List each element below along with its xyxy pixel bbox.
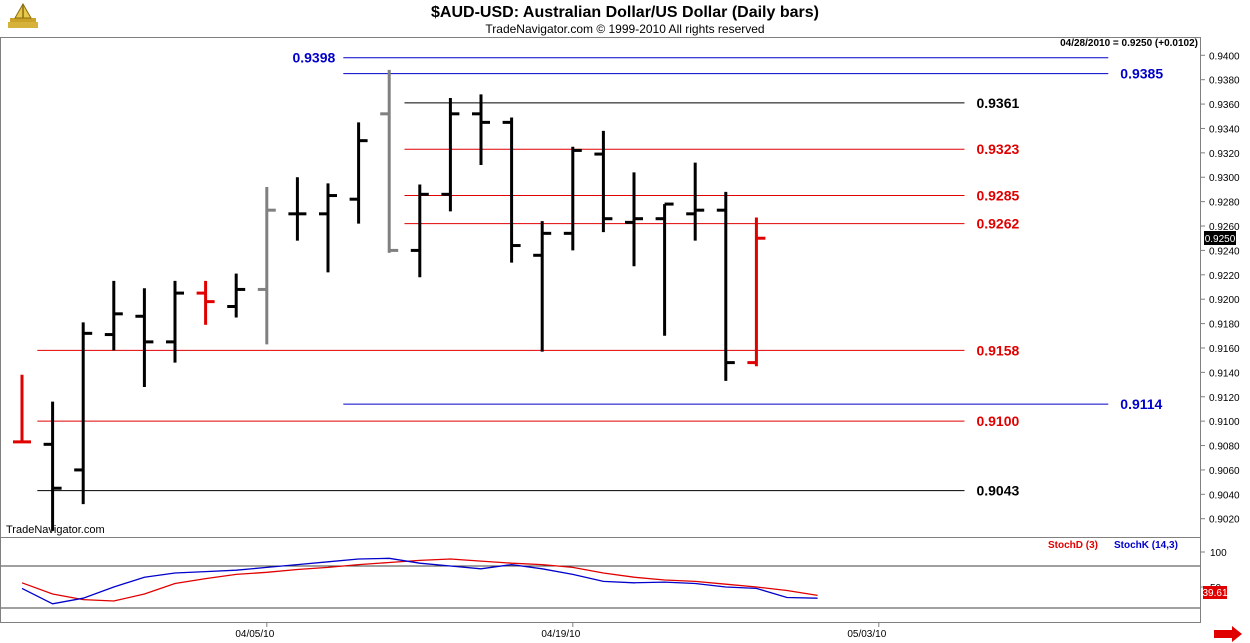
ohlc-bar (13, 374, 31, 444)
price-tick-label: 0.9140 (1209, 368, 1240, 379)
level-label: 0.9262 (976, 216, 1019, 232)
ohlc-bar (747, 217, 766, 367)
ohlc-bar (625, 172, 643, 267)
ohlc-bar (135, 288, 154, 387)
level-label: 0.9398 (292, 50, 335, 66)
price-tick-label: 0.9180 (1209, 320, 1240, 331)
price-tick-label: 0.9320 (1209, 149, 1240, 160)
copyright-subtitle: TradeNavigator.com © 1999-2010 All right… (485, 22, 764, 36)
ohlc-bar (196, 280, 215, 325)
ohlc-bar (563, 146, 582, 251)
stoch-tick-label: 100 (1210, 548, 1227, 559)
date-tick-label: 05/03/10 (847, 629, 886, 640)
ohlc-bar (257, 187, 276, 345)
ohlc-bar (319, 183, 337, 273)
ohlc-bar (533, 221, 552, 352)
price-tick-label: 0.9340 (1209, 124, 1240, 135)
ohlc-bar (380, 69, 399, 253)
watermark: TradeNavigator.com (6, 524, 105, 536)
ohlc-bar (74, 322, 93, 505)
price-tick-label: 0.9120 (1209, 393, 1240, 404)
price-tick-label: 0.9400 (1209, 51, 1240, 62)
level-label: 0.9323 (976, 141, 1019, 157)
price-tick-label: 0.9160 (1209, 344, 1240, 355)
ohlc-bar (655, 202, 674, 336)
price-tick-label: 0.9360 (1209, 100, 1240, 111)
ohlc-bar (166, 280, 184, 363)
price-tick-label: 0.9280 (1209, 198, 1240, 209)
ohlc-bar (716, 191, 735, 381)
ohlc-bar (104, 280, 123, 351)
price-tick-label: 0.9380 (1209, 76, 1240, 87)
last-price-label: 0.9250 (1205, 234, 1236, 245)
price-panel (0, 37, 1201, 538)
stoch-line (21, 558, 818, 602)
stoch-line (21, 557, 818, 605)
ohlc-bar (472, 94, 490, 166)
stoch-k-legend: StochK (14,3) (1114, 540, 1178, 551)
last-quote: 04/28/2010 = 0.9250 (+0.0102) (1060, 38, 1198, 49)
ohlc-bar (594, 130, 613, 233)
stoch-value-label: 39.61 (1202, 588, 1227, 599)
scroll-right-arrow-icon[interactable] (1214, 626, 1242, 642)
level-label: 0.9100 (976, 413, 1019, 429)
level-label: 0.9361 (976, 95, 1019, 111)
ohlc-bar (502, 117, 521, 263)
ohlc-bar (227, 273, 246, 318)
price-tick-label: 0.9300 (1209, 173, 1240, 184)
level-label: 0.9285 (976, 188, 1019, 204)
stoch-d-legend: StochD (3) (1048, 540, 1098, 551)
ohlc-bar (288, 177, 307, 241)
price-tick-label: 0.9020 (1209, 515, 1240, 526)
ohlc-bar (441, 97, 460, 212)
stoch-panel (0, 537, 1201, 623)
chart-title: $AUD-USD: Australian Dollar/US Dollar (D… (431, 4, 819, 21)
ohlc-bar (43, 401, 62, 531)
level-label: 0.9158 (976, 342, 1019, 358)
date-tick-label: 04/05/10 (235, 629, 274, 640)
level-label: 0.9114 (1120, 396, 1162, 412)
stoch-value-box (1203, 586, 1227, 599)
ohlc-bar (349, 122, 368, 224)
ohlc-bar (686, 162, 705, 241)
logo-icon (8, 2, 38, 28)
ohlc-bar (410, 184, 429, 278)
price-tick-label: 0.9100 (1209, 417, 1240, 428)
price-tick-label: 0.9220 (1209, 271, 1240, 282)
price-tick-label: 0.9240 (1209, 246, 1240, 257)
date-tick-label: 04/19/10 (541, 629, 580, 640)
price-tick-label: 0.9060 (1209, 466, 1240, 477)
last-price-box (1204, 231, 1236, 245)
price-tick-label: 0.9260 (1209, 222, 1240, 233)
level-label: 0.9043 (976, 483, 1019, 499)
level-label: 0.9385 (1120, 66, 1163, 82)
price-tick-label: 0.9040 (1209, 490, 1240, 501)
price-tick-label: 0.9200 (1209, 295, 1240, 306)
price-tick-label: 0.9080 (1209, 442, 1240, 453)
